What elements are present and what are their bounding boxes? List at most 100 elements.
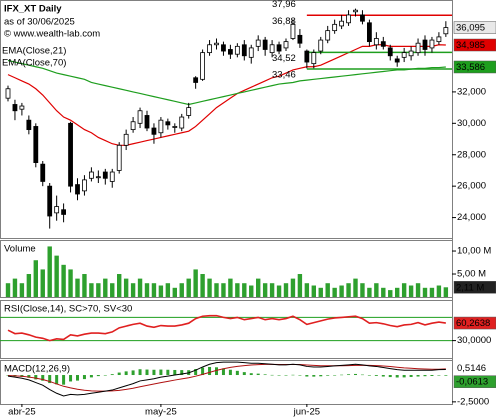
histogram-bar — [208, 366, 212, 376]
histogram-bar — [291, 374, 295, 376]
volume-bar — [374, 283, 379, 297]
candle-body — [207, 44, 212, 54]
volume-bar — [242, 283, 247, 297]
volume-bar — [172, 287, 177, 297]
histogram-bar — [263, 374, 267, 376]
volume-bar — [221, 283, 226, 297]
volume-bar — [304, 283, 310, 297]
candle-body — [158, 119, 164, 134]
candle-body — [61, 209, 66, 215]
histogram-bar — [326, 375, 330, 376]
candle-body — [12, 104, 18, 112]
volume-bar — [235, 283, 240, 297]
histogram-bar — [201, 367, 205, 376]
candle-body — [172, 126, 178, 128]
x-tick-label: may-25 — [145, 407, 177, 418]
candle-body — [193, 77, 199, 83]
candle-body — [283, 41, 289, 49]
candle-body — [109, 171, 115, 182]
candle-body — [19, 105, 25, 110]
candle-body — [366, 22, 372, 43]
last-ema: 34,985 — [456, 40, 485, 51]
volume-bar — [353, 278, 358, 297]
last-close: 36,095 — [456, 23, 485, 34]
volume-bar — [82, 274, 87, 297]
candle-body — [33, 126, 39, 163]
panel-title: MACD(12,26,9) — [4, 364, 70, 375]
histogram-bar — [215, 367, 218, 376]
histogram-bar — [305, 375, 309, 377]
candle-body — [276, 44, 282, 52]
histogram-bar — [117, 372, 121, 376]
volume-bar — [61, 264, 66, 297]
candle-body — [387, 47, 393, 57]
histogram-bar — [242, 372, 246, 376]
subtitle: as of 30/06/2025 — [4, 17, 75, 28]
histogram-bar — [277, 375, 281, 376]
volume-bar — [186, 278, 191, 297]
volume-bar — [214, 283, 219, 297]
candle-body — [137, 110, 143, 124]
histogram-bar — [103, 375, 107, 376]
y-tick-label: 24,000 — [457, 212, 486, 223]
panel-title: IFX_XT Daily — [4, 4, 62, 15]
volume-bar — [436, 285, 442, 297]
candle-body — [332, 23, 338, 32]
volume-bar — [290, 278, 296, 297]
volume-bar — [367, 287, 372, 297]
candle-body — [373, 38, 379, 46]
volume-bar — [54, 255, 59, 297]
x-tick-label: jun-25 — [293, 407, 320, 418]
histogram-bar — [270, 374, 274, 376]
volume-bar — [207, 278, 212, 297]
candle-body — [116, 144, 122, 171]
macd-line — [7, 361, 446, 397]
candle-body — [346, 14, 351, 24]
volume-bar — [165, 283, 171, 297]
y-tick-label: 28,000 — [457, 149, 486, 160]
candle-body — [353, 9, 358, 13]
volume-bar — [110, 283, 115, 297]
legend-entry: EMA(Close,70) — [2, 58, 66, 69]
histogram-bar — [388, 375, 392, 378]
candle-body — [68, 122, 73, 187]
volume-bar — [283, 283, 289, 297]
volume-bar — [256, 278, 261, 297]
panel-frame — [0, 300, 453, 359]
level-label: 36,88 — [272, 16, 296, 27]
histogram-bar — [48, 375, 52, 384]
candle-body — [297, 34, 303, 44]
candle-body — [415, 42, 421, 54]
x-tick-label: abr-25 — [8, 407, 35, 418]
volume-bar — [297, 274, 303, 297]
histogram-bar — [416, 375, 420, 377]
histogram-bar — [166, 369, 170, 376]
volume-bar — [89, 283, 94, 297]
volume-bar — [346, 283, 351, 297]
last-rsi-box — [453, 316, 496, 330]
candle-body — [186, 107, 192, 116]
candle-body — [82, 179, 87, 192]
candle-body — [200, 52, 206, 80]
volume-bar — [415, 283, 421, 297]
candle-body — [325, 30, 331, 41]
candle-body — [401, 52, 407, 58]
histogram-bar — [96, 375, 100, 377]
histogram-bar — [409, 375, 413, 377]
last-ema-box — [453, 60, 496, 74]
y-tick-label: 26,000 — [457, 181, 486, 192]
last-histogram: -0,0613 — [456, 377, 488, 388]
histogram-bar — [374, 375, 378, 376]
volume-bar — [401, 283, 407, 297]
histogram-bar — [333, 375, 337, 376]
volume-bar — [40, 269, 45, 297]
volume-bar — [422, 287, 428, 297]
volume-bar — [318, 287, 323, 297]
volume-bar — [249, 285, 254, 297]
candle-body — [144, 115, 150, 129]
volume-bar — [443, 287, 449, 297]
rsi-line — [7, 314, 446, 342]
volume-bar — [130, 283, 136, 297]
candle-body — [380, 41, 386, 47]
volume-bar — [68, 269, 73, 297]
